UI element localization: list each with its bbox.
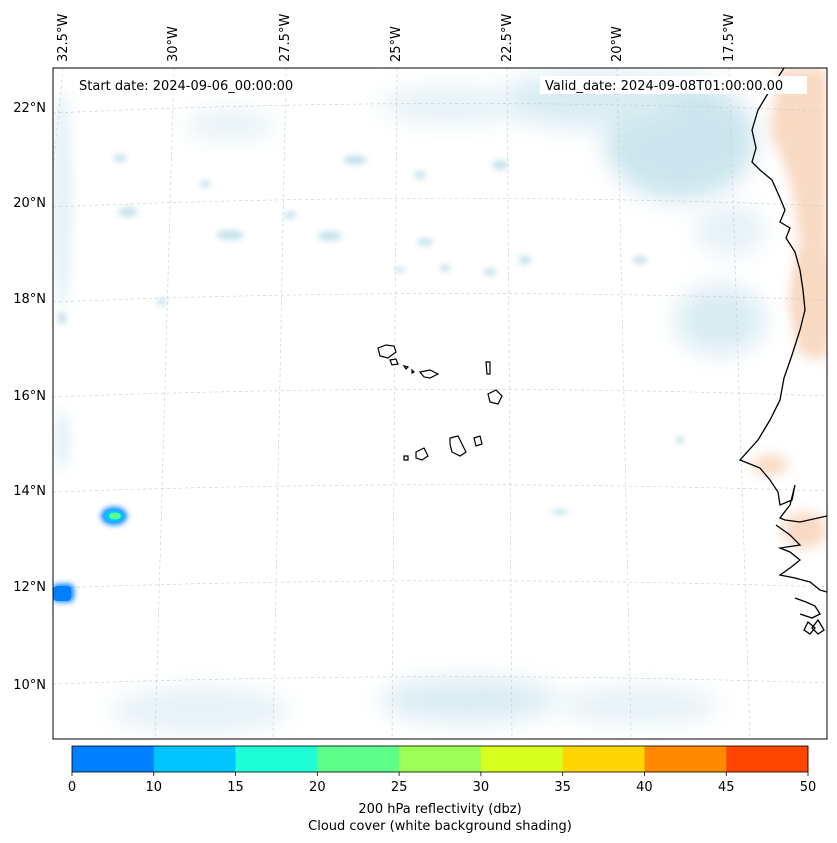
colorbar-segment bbox=[480, 746, 564, 772]
lat-label-14n: 14°N bbox=[13, 484, 46, 499]
colorbar-tick-label: 0 bbox=[68, 780, 76, 795]
colorbar-tick-label: 25 bbox=[391, 780, 408, 795]
colorbar-tick-label: 20 bbox=[309, 780, 326, 795]
start-date-box bbox=[73, 76, 315, 94]
valid-date-label: Valid_date: 2024-09-08T01:00:00.00 bbox=[545, 79, 783, 94]
colorbar-label-cloud-cover: Cloud cover (white background shading) bbox=[308, 819, 572, 834]
lon-label-32-5w: 32.5°W bbox=[56, 14, 71, 62]
lon-label-25w: 25°W bbox=[389, 26, 404, 62]
lat-label-22n: 22°N bbox=[13, 101, 46, 116]
lon-label-22-5w: 22.5°W bbox=[500, 14, 515, 62]
valid-date-box bbox=[540, 76, 807, 94]
colorbar-segments bbox=[72, 746, 809, 772]
coastline-south bbox=[775, 524, 827, 593]
lat-label-18n: 18°N bbox=[13, 292, 46, 307]
lon-label-20w: 20°W bbox=[610, 26, 625, 62]
colorbar-tick-label: 15 bbox=[227, 780, 244, 795]
colorbar-tick-label: 40 bbox=[636, 780, 653, 795]
colorbar-segment bbox=[153, 746, 237, 772]
gridlines bbox=[53, 68, 827, 739]
colorbar-tick-label: 35 bbox=[554, 780, 571, 795]
colorbar-tick-label: 30 bbox=[473, 780, 490, 795]
lon-label-30w: 30°W bbox=[166, 26, 181, 62]
colorbar-segment bbox=[72, 746, 155, 772]
colorbar-segment bbox=[644, 746, 727, 772]
lat-label-16n: 16°N bbox=[13, 389, 46, 404]
colorbar-frame bbox=[71, 745, 809, 773]
colorbar-segment bbox=[399, 746, 482, 772]
map-border bbox=[52, 67, 828, 740]
lat-label-20n: 20°N bbox=[13, 196, 46, 211]
coastline-islands-south bbox=[794, 597, 825, 635]
latitude-labels: 22°N 20°N 18°N 16°N 14°N 12°N 10°N bbox=[13, 101, 46, 693]
lon-label-27-5w: 27.5°W bbox=[278, 14, 293, 62]
reflectivity-cell-central bbox=[101, 507, 127, 525]
colorbar-tick-label: 50 bbox=[800, 780, 817, 795]
start-date-label: Start date: 2024-09-06_00:00:00 bbox=[79, 79, 293, 94]
lat-label-10n: 10°N bbox=[13, 678, 46, 693]
lon-label-17-5w: 17.5°W bbox=[722, 14, 737, 62]
colorbar-segment bbox=[235, 746, 318, 772]
reflectivity-cell-west bbox=[53, 584, 74, 602]
colorbar-segment bbox=[317, 746, 400, 772]
longitude-labels: 32.5°W 30°W 27.5°W 25°W 22.5°W 20°W 17.5… bbox=[56, 14, 737, 62]
colorbar-segment bbox=[562, 746, 645, 772]
colorbar: 0 10 15 20 25 30 35 40 45 50 200 hPa reflectivity… bbox=[68, 745, 816, 834]
colorbar-tick-label: 45 bbox=[718, 780, 735, 795]
colorbar-tick-label: 10 bbox=[146, 780, 163, 795]
cloud-cover-patches bbox=[57, 154, 684, 515]
colorbar-label-reflectivity: 200 hPa reflectivity (dbz) bbox=[358, 802, 521, 817]
colorbar-segment bbox=[726, 746, 809, 772]
lat-label-12n: 12°N bbox=[13, 580, 46, 595]
african-coastline bbox=[738, 68, 827, 523]
colorbar-ticks: 0 10 15 20 25 30 35 40 45 50 bbox=[68, 772, 816, 795]
cape-verde-islands bbox=[377, 344, 503, 461]
